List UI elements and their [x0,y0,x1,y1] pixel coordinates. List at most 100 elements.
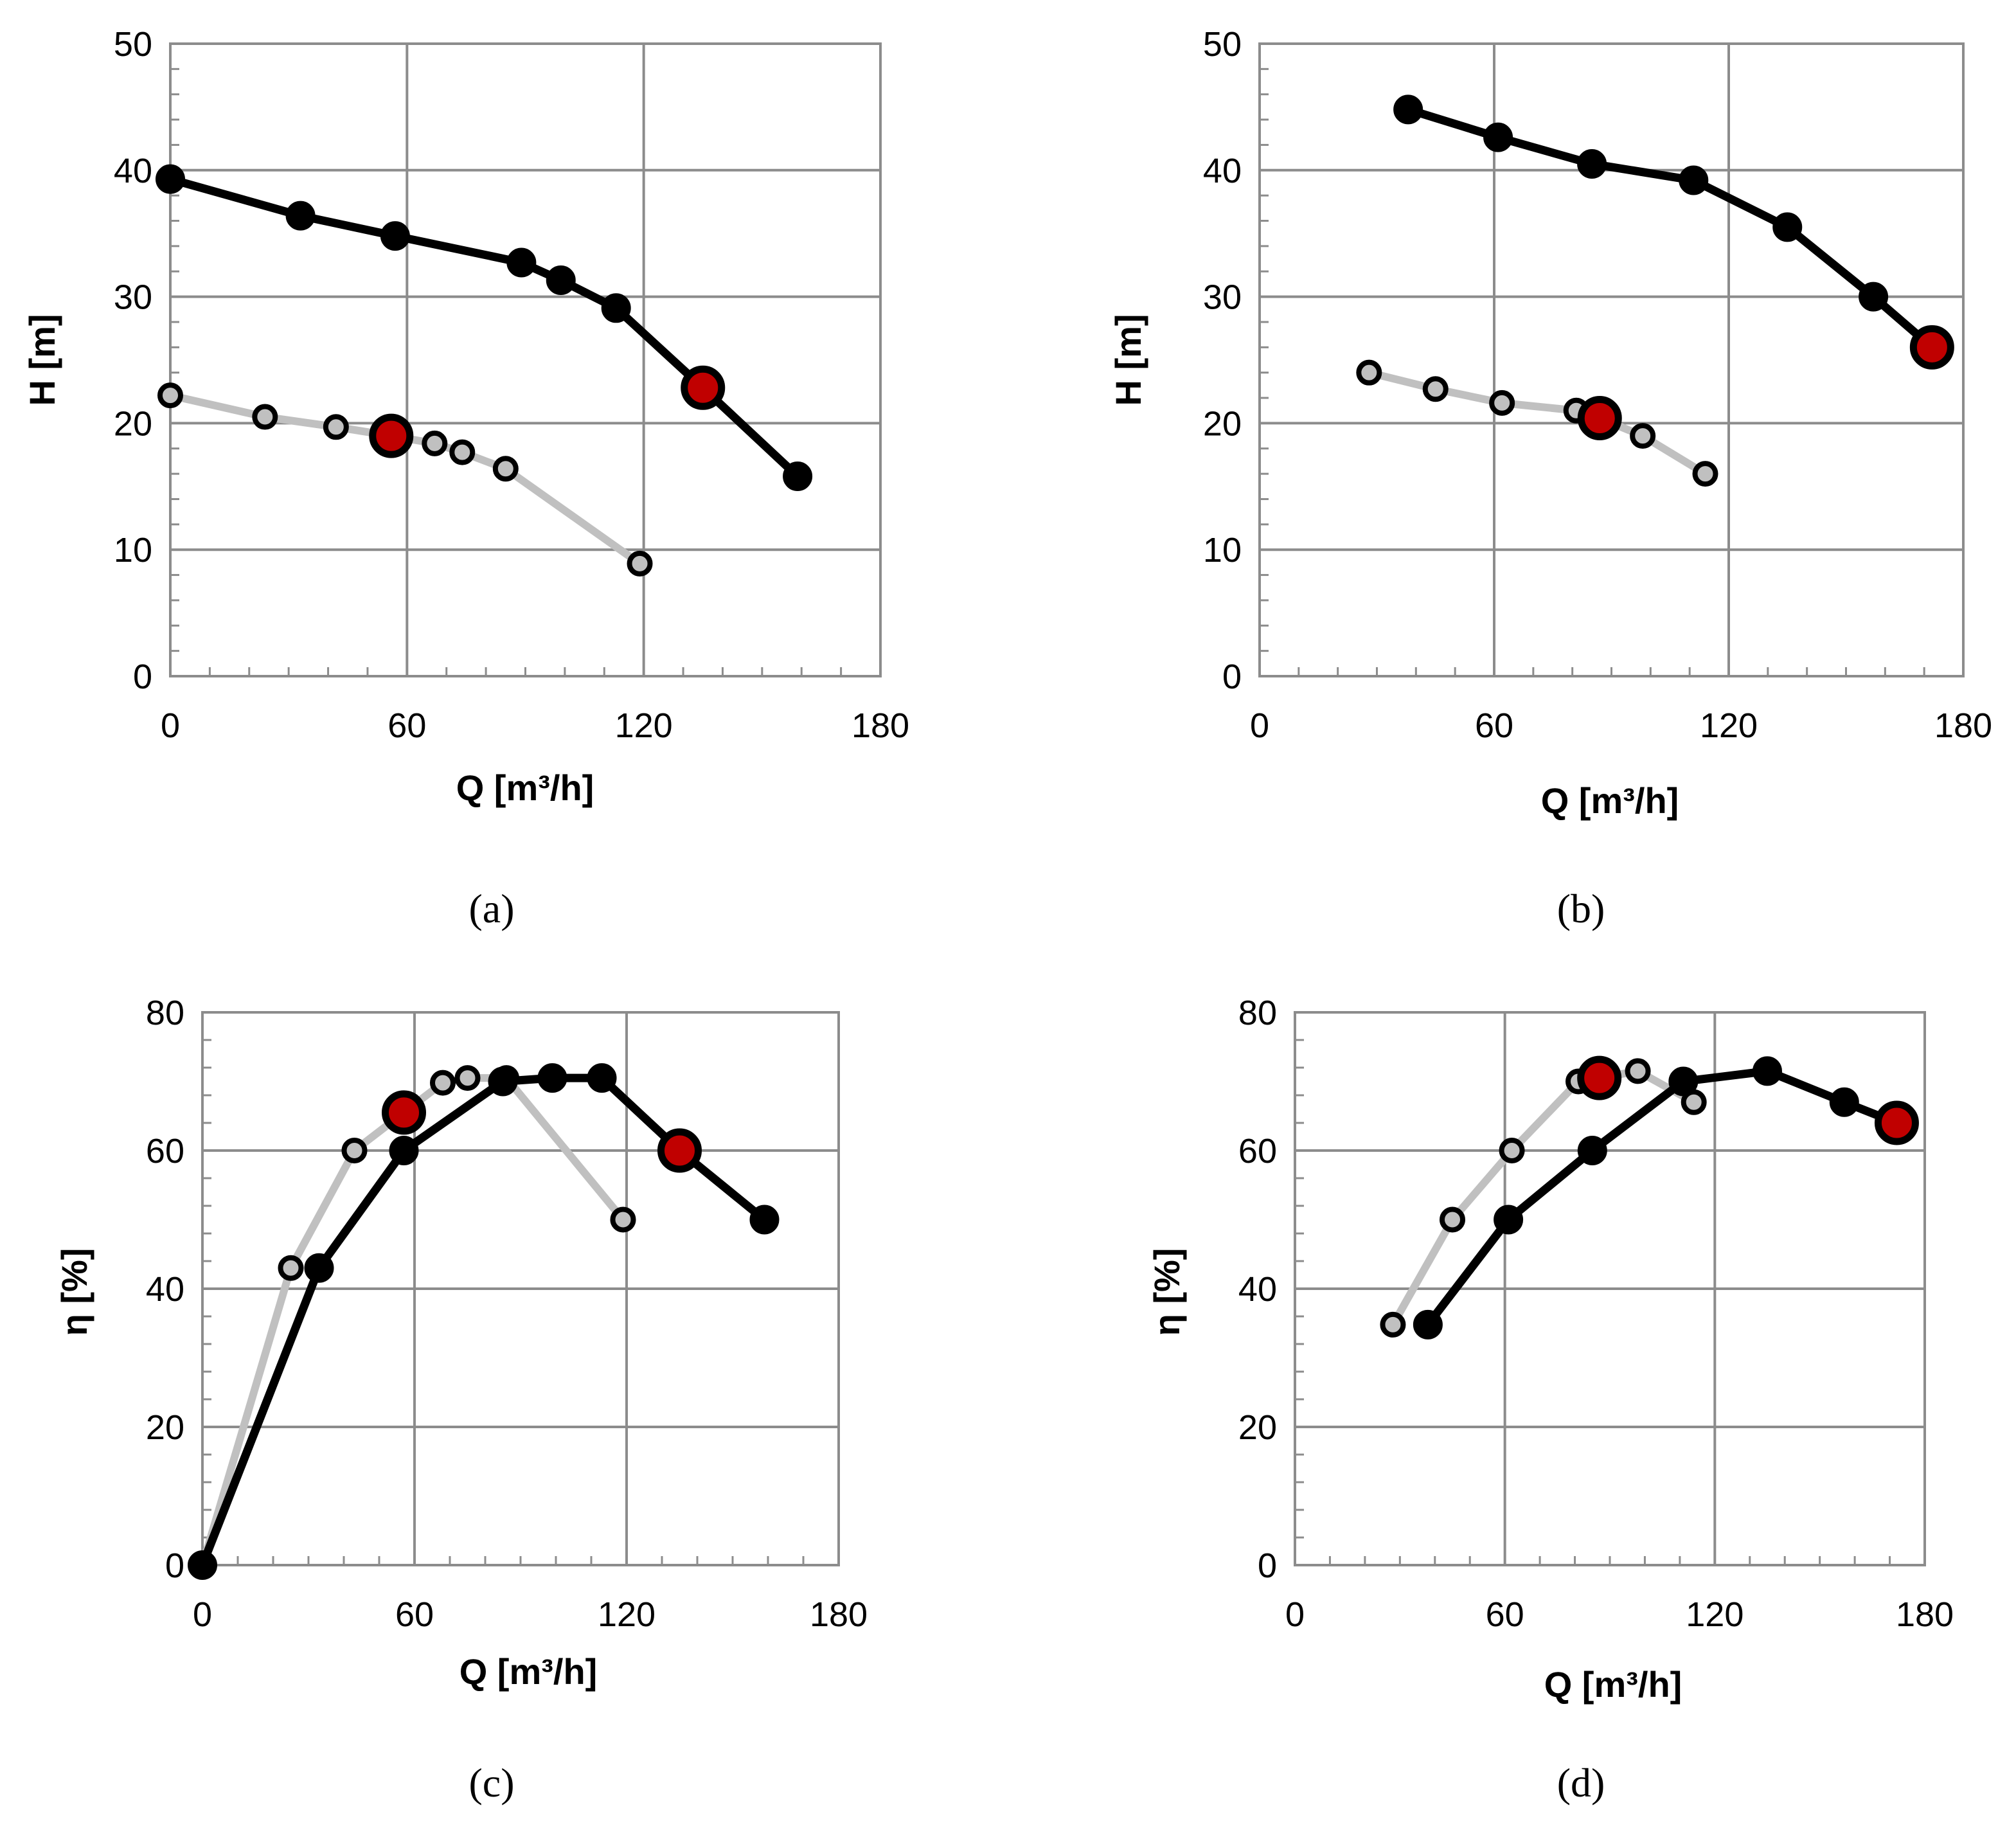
panel-c-x-tick-label: 180 [810,1595,868,1634]
panel-a-black-point [546,265,576,296]
panel-d-black-point [1829,1087,1859,1117]
panel-d-gray-point [1499,1138,1525,1163]
panel-c-black-point [188,1550,217,1580]
panel-c-x-tick-label: 60 [395,1595,434,1634]
panel-c-y-tick-label: 40 [146,1270,184,1309]
panel-a-frame [169,42,882,677]
panel-d-label: (d) [1557,1760,1605,1806]
panel-b: 0 60 120 180 0 10 20 30 40 50 Q [m³/h] H [m] (b) [1108,25,1992,931]
panel-b-ylabel: H [m] [1108,314,1148,406]
panel-a-y-tick-label: 30 [114,278,152,317]
panel-b-plot: 0 60 120 180 0 10 20 30 40 50 [1203,25,1992,745]
panel-b-gray-point [1356,359,1382,386]
panel-c-black-point [537,1063,567,1093]
panel-b-y-tick-label: 10 [1203,531,1242,569]
panel-a-label: (a) [468,886,514,931]
panel-c-label: (c) [468,1760,514,1806]
panel-d-x-tick-label: 120 [1686,1595,1744,1634]
panel-a-black-point [285,201,316,231]
panel-b-black-point [1483,122,1513,152]
panel-b-gray-point [1489,390,1515,416]
panel-c-x-tick-label: 120 [598,1595,656,1634]
panel-d-y-tick-label: 60 [1238,1132,1277,1170]
panel-c-black-point [488,1066,518,1097]
panel-c-y-tick-label: 60 [146,1132,184,1170]
panel-d-ylabel: η [%] [1146,1248,1187,1336]
panel-a-gray-point [492,456,519,482]
panel-a-plot: 0 60 120 180 0 10 20 30 40 50 [114,25,909,745]
panel-b-black-point [1679,165,1709,195]
panel-d-xlabel: Q [m³/h] [1544,1664,1682,1705]
panel-a-y-tick-label: 50 [114,25,152,64]
panel-a-gray-point [449,439,476,465]
panel-a-black-point [156,164,185,194]
panel-a-x-tick-label: 120 [615,706,673,745]
panel-c-plot: 0 60 120 180 0 20 40 60 80 [146,994,868,1634]
panel-d-black-series-line [1424,1066,1898,1327]
panel-c-y-tick-label: 80 [146,994,184,1032]
panel-b-label: (b) [1557,886,1605,931]
panel-a-gray-point [323,414,349,440]
panel-b-black-highlight-point [1909,325,1954,370]
panel-b-x-tick-label: 0 [1250,706,1269,745]
panel-a-black-highlight-point [681,365,726,410]
panel-d-gray-highlight-point [1577,1055,1622,1100]
panel-a-ylabel: H [m] [22,314,62,406]
panel-a-gray-point [627,550,653,577]
panel-b-y-tick-label: 0 [1222,658,1242,696]
panel-b-y-tick-label: 20 [1203,404,1242,443]
panel-d-y-tick-label: 80 [1238,994,1277,1032]
panel-c-gray-point [430,1070,456,1096]
panel-a-x-tick-label: 180 [852,706,909,745]
panel-c-gray-point [610,1206,636,1233]
panel-c-xlabel: Q [m³/h] [459,1651,598,1692]
panel-c-ylabel: η [%] [54,1248,94,1336]
panel-c-frame [201,1011,840,1566]
panel-b-x-tick-label: 60 [1475,706,1513,745]
panel-b-x-tick-label: 180 [1934,706,1992,745]
panel-b-frame [1258,42,1965,677]
panel-a-gray-point [252,404,278,430]
panel-c-black-highlight-point [657,1128,702,1173]
panel-d-black-point [1413,1309,1443,1340]
panel-c-black-point [389,1136,419,1165]
panel-a-black-point [601,293,631,323]
panel-c-gray-point [341,1138,368,1163]
panel-d-black-point [1494,1205,1524,1235]
panel-d-y-tick-label: 0 [1258,1546,1277,1585]
panel-a-black-point [380,221,410,251]
panel-c-gray-point [454,1065,481,1091]
panel-b-x-tick-label: 120 [1700,706,1758,745]
panel-c-black-point [304,1253,334,1283]
panel-b-gray-point [1630,423,1656,449]
panel-c-gray-point [278,1255,304,1281]
panel-b-gray-point [1692,461,1718,487]
panel-c-black-point [587,1063,617,1093]
panel-a-black-point [783,461,813,492]
panel-d-gray-point [1625,1058,1651,1084]
panel-d-black-point [1668,1066,1699,1097]
panel-a-x-tick-label: 60 [388,706,426,745]
panel-a-black-series-line [169,175,801,479]
panel-d-black-point [1577,1136,1607,1165]
panel-d-x-tick-label: 180 [1896,1595,1954,1634]
panel-b-y-tick-label: 50 [1203,25,1242,64]
panel-c-black-point [749,1205,780,1235]
panel-c: 0 60 120 180 0 20 40 60 80 Q [m³/h] η [%] (c) [54,994,868,1806]
panel-b-xlabel: Q [m³/h] [1541,780,1679,821]
panel-a-gray-highlight-point [369,413,414,458]
panel-d-x-tick-label: 60 [1486,1595,1524,1634]
panel-b-y-tick-label: 30 [1203,278,1242,317]
panel-d-frame [1294,1011,1926,1566]
panel-d-y-tick-label: 40 [1238,1270,1277,1309]
panel-d-plot: 0 60 120 180 0 20 40 60 80 [1238,994,1954,1634]
panel-a-y-tick-label: 40 [114,152,152,190]
panel-b-gray-highlight-point [1577,396,1622,441]
panel-d-black-highlight-point [1874,1100,1919,1145]
panel-d-gray-point [1440,1206,1465,1233]
panel-d-gray-point [1380,1311,1406,1338]
panel-c-y-tick-label: 20 [146,1408,184,1447]
panel-c-x-tick-label: 0 [193,1595,212,1634]
panel-b-black-point [1772,212,1803,242]
